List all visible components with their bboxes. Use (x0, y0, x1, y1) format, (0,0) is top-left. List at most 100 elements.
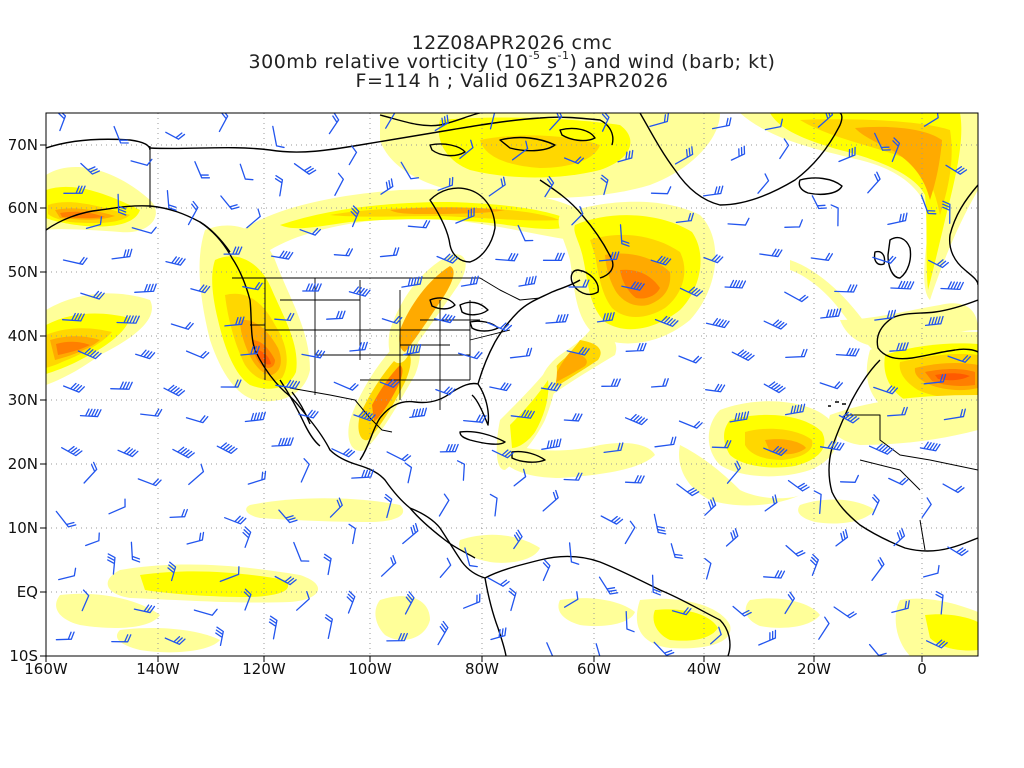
wind-barb (58, 567, 77, 581)
wind-barb (137, 478, 162, 487)
wind-barb (140, 408, 163, 417)
wind-barb (244, 411, 266, 423)
wind-barb (835, 529, 849, 547)
wind-barb (705, 383, 726, 393)
lon-label-120w: 120W (242, 660, 286, 678)
wind-barb (400, 161, 420, 180)
wind-barb (243, 588, 252, 611)
wind-barb (455, 207, 475, 224)
wind-barb (923, 113, 939, 127)
wind-barb (165, 256, 186, 266)
wind-barb (757, 173, 770, 194)
coast-greenland (639, 113, 843, 206)
wind-barb (270, 250, 294, 260)
wind-barb (544, 176, 555, 198)
wind-barb (130, 541, 141, 563)
wind-barb (947, 546, 969, 557)
wind-barb (704, 557, 712, 580)
wind-barb (193, 608, 218, 616)
wind-barb (116, 315, 140, 324)
wind-barb (165, 131, 186, 140)
wind-barb (85, 532, 100, 547)
wind-barb (353, 410, 376, 422)
wind-barb (625, 611, 635, 633)
wind-barb (676, 483, 700, 497)
wind-barb (650, 255, 672, 266)
wind-barb (785, 544, 806, 557)
wind-barb (348, 145, 358, 166)
wind-barb (518, 275, 537, 287)
coast-canada-arctic (149, 116, 614, 153)
wind-barb (779, 138, 790, 160)
wind-barb (133, 604, 156, 614)
wind-barb (385, 113, 397, 129)
lat-label-50n: 50N (8, 263, 38, 281)
wind-barb (759, 248, 783, 258)
wind-barb (710, 626, 722, 645)
wind-barb (595, 643, 610, 656)
wind-barb (326, 310, 346, 320)
wind-barb (135, 349, 156, 360)
wind-barb (489, 382, 512, 392)
wind-barb (457, 351, 483, 360)
wind-barb (487, 577, 510, 587)
wind-barb (873, 385, 899, 395)
wind-barb (55, 510, 77, 528)
wind-barb (220, 195, 240, 210)
wind-barb (874, 132, 891, 151)
lat-label-eq: EQ (17, 583, 38, 601)
wind-barb (334, 172, 344, 196)
wind-barb (456, 460, 466, 481)
wind-barb (216, 442, 238, 455)
coast-hudson-bay (429, 187, 496, 263)
wind-barb (679, 286, 704, 297)
wind-barb (819, 381, 843, 390)
wind-barb (439, 557, 452, 578)
wind-barb (653, 513, 667, 535)
lat-label-70n: 70N (8, 136, 38, 154)
wind-barb (813, 490, 822, 515)
wind-barb (298, 409, 319, 419)
wind-barb (170, 321, 194, 330)
wind-barb (724, 279, 747, 289)
wind-barb (540, 382, 562, 392)
wind-barb (331, 448, 356, 458)
wind-barb (190, 284, 211, 294)
wind-barb (887, 212, 908, 226)
wind-barb (703, 254, 724, 264)
wind-barb (490, 627, 507, 641)
wind-barb (650, 186, 672, 195)
wind-barb (348, 523, 357, 545)
wind-barb (407, 220, 431, 229)
wind-barb (649, 113, 669, 128)
wind-barb (817, 113, 834, 128)
wind-barb (598, 576, 619, 595)
coast-south-america (484, 555, 731, 656)
wind-barb (79, 408, 102, 418)
wind-barb (274, 312, 295, 322)
wind-barb (919, 441, 941, 452)
lon-label-100w: 100W (348, 660, 392, 678)
wind-barb (942, 200, 951, 224)
lat-label-10n: 10N (8, 519, 38, 537)
wind-barb (169, 508, 188, 519)
wind-barb (711, 440, 732, 449)
lon-label-0: 0 (917, 660, 927, 678)
wind-barb (220, 379, 242, 388)
wind-barb (61, 312, 85, 322)
wind-barb (511, 140, 529, 161)
wind-barb (110, 381, 133, 390)
wind-barb (242, 282, 263, 291)
wind-barb (403, 343, 422, 356)
wind-barb (678, 420, 703, 429)
wind-barb (381, 316, 403, 324)
wind-barb (185, 415, 209, 424)
wind-barb (730, 145, 746, 161)
wind-barb (891, 600, 910, 614)
wind-barb (834, 284, 858, 293)
wind-barb (838, 146, 856, 163)
wind-barb (510, 409, 535, 419)
wind-barb (818, 616, 830, 640)
wind-barb (346, 590, 356, 614)
